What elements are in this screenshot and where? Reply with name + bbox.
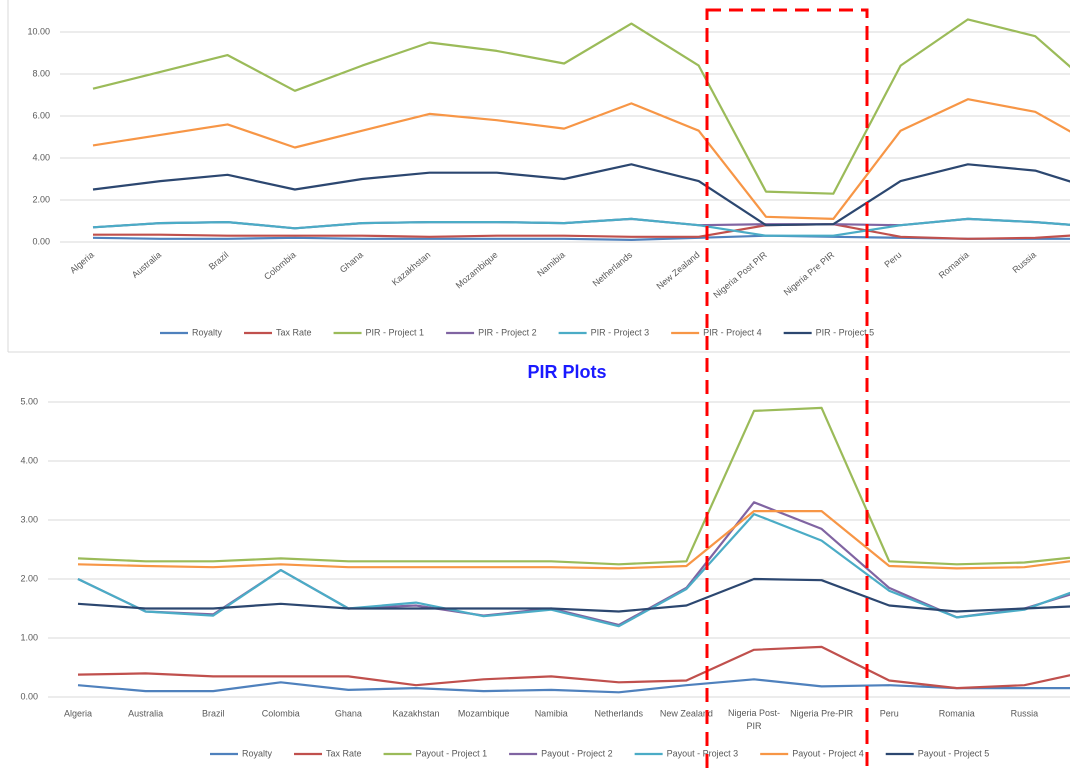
y-tick-label: 2.00 [32, 194, 50, 204]
legend-label: Payout - Project 2 [541, 748, 613, 758]
x-tick-label: Nigeria Post-PIR [728, 708, 780, 731]
legend-label: Payout - Project 3 [667, 748, 739, 758]
legend-label: PIR - Project 4 [703, 327, 762, 337]
legend-label: Tax Rate [326, 748, 362, 758]
legend-label: Payout - Project 1 [416, 748, 488, 758]
x-tick-label: Nigeria Pre-PIR [790, 708, 854, 718]
series-line [77, 510, 1070, 570]
x-tick-label: Algeria [64, 708, 92, 718]
y-tick-label: 5.00 [20, 396, 38, 406]
y-tick-label: 3.00 [20, 514, 38, 524]
series-line [92, 217, 1070, 237]
x-tick-label: Netherlands [595, 708, 644, 718]
series-line [77, 577, 1070, 613]
series-line [77, 678, 1070, 694]
series-line [77, 513, 1070, 628]
y-tick-label: 0.00 [20, 691, 38, 701]
series-line [92, 18, 1070, 195]
series-line [77, 645, 1070, 690]
legend-label: PIR - Project 1 [366, 327, 425, 337]
x-tick-label: Kazakhstan [392, 708, 439, 718]
y-tick-label: 4.00 [32, 152, 50, 162]
series-line [92, 163, 1070, 227]
x-tick-label: Colombia [262, 708, 300, 718]
x-tick-label: Ghana [335, 708, 362, 718]
x-tick-label: Namibia [535, 708, 568, 718]
y-tick-label: 6.00 [32, 110, 50, 120]
x-tick-label: Romania [939, 708, 975, 718]
y-tick-label: 8.00 [32, 68, 50, 78]
legend-label: PIR - Project 3 [591, 327, 650, 337]
y-tick-label: 2.00 [20, 573, 38, 583]
legend-label: Royalty [242, 748, 273, 758]
series-line [77, 406, 1070, 566]
x-tick-label: Australia [128, 708, 163, 718]
x-tick-label: Mozambique [458, 708, 510, 718]
highlight-box [705, 8, 869, 773]
y-tick-label: 10.00 [27, 26, 50, 36]
series-line [93, 223, 1070, 240]
legend-label: Royalty [192, 327, 223, 337]
chart-title: PIR Plots [527, 362, 606, 382]
x-tick-label: Peru [880, 708, 899, 718]
legend-label: Tax Rate [276, 327, 312, 337]
legend-label: PIR - Project 2 [478, 327, 537, 337]
x-tick-label: Russia [1011, 708, 1039, 718]
x-tick-label: New Zealand [660, 708, 713, 718]
legend-label: Payout - Project 5 [918, 748, 990, 758]
y-tick-label: 1.00 [20, 632, 38, 642]
legend-label: Payout - Project 4 [792, 748, 864, 758]
legend-label: PIR - Project 5 [816, 327, 875, 337]
x-tick-label: Brazil [202, 708, 225, 718]
y-tick-label: 4.00 [20, 455, 38, 465]
y-tick-label: 0.00 [32, 236, 50, 246]
series-line [92, 98, 1070, 220]
